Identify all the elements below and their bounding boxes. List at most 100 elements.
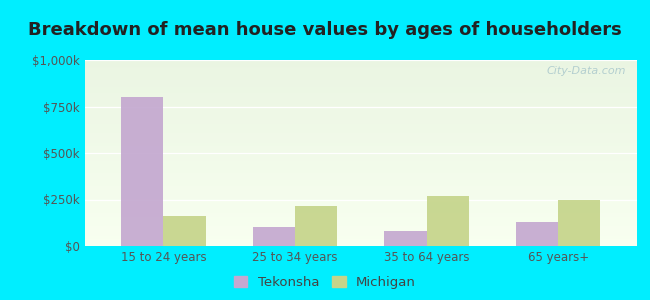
Bar bbox=[84, 219, 637, 220]
Bar bbox=[84, 147, 637, 148]
Bar bbox=[84, 156, 637, 157]
Bar bbox=[84, 212, 637, 214]
Bar bbox=[84, 243, 637, 244]
Bar bbox=[84, 62, 637, 63]
Bar bbox=[84, 211, 637, 212]
Bar bbox=[84, 123, 637, 124]
Bar bbox=[84, 92, 637, 94]
Bar bbox=[84, 194, 637, 195]
Bar bbox=[84, 102, 637, 103]
Bar bbox=[84, 130, 637, 131]
Bar bbox=[84, 144, 637, 145]
Bar bbox=[84, 140, 637, 141]
Bar bbox=[84, 196, 637, 197]
Bar bbox=[84, 113, 637, 114]
Bar bbox=[84, 95, 637, 96]
Bar bbox=[84, 155, 637, 156]
Bar bbox=[84, 202, 637, 203]
Bar bbox=[84, 67, 637, 68]
Bar bbox=[84, 187, 637, 188]
Bar bbox=[84, 108, 637, 109]
Legend: Tekonsha, Michigan: Tekonsha, Michigan bbox=[230, 272, 420, 293]
Bar bbox=[84, 198, 637, 199]
Bar bbox=[84, 218, 637, 219]
Bar bbox=[84, 195, 637, 196]
Bar bbox=[84, 136, 637, 137]
Bar bbox=[84, 63, 637, 64]
Bar bbox=[84, 98, 637, 99]
Bar bbox=[84, 101, 637, 102]
Bar bbox=[84, 177, 637, 178]
Bar bbox=[84, 135, 637, 136]
Bar bbox=[84, 89, 637, 90]
Bar bbox=[84, 214, 637, 215]
Bar bbox=[84, 192, 637, 193]
Bar bbox=[84, 235, 637, 236]
Bar bbox=[84, 80, 637, 81]
Bar bbox=[84, 205, 637, 206]
Bar bbox=[84, 234, 637, 235]
Bar bbox=[84, 120, 637, 122]
Bar bbox=[84, 142, 637, 143]
Bar bbox=[84, 239, 637, 240]
Bar bbox=[84, 96, 637, 97]
Bar bbox=[84, 75, 637, 76]
Text: City-Data.com: City-Data.com bbox=[547, 66, 626, 76]
Bar bbox=[84, 217, 637, 218]
Bar bbox=[84, 68, 637, 69]
Bar bbox=[84, 129, 637, 130]
Bar bbox=[84, 185, 637, 187]
Bar bbox=[84, 180, 637, 181]
Bar bbox=[84, 230, 637, 231]
Bar bbox=[84, 154, 637, 155]
Bar bbox=[84, 197, 637, 198]
Bar bbox=[84, 208, 637, 209]
Bar bbox=[84, 86, 637, 87]
Bar bbox=[84, 237, 637, 238]
Bar bbox=[84, 206, 637, 207]
Bar bbox=[84, 193, 637, 194]
Bar bbox=[84, 203, 637, 204]
Text: Breakdown of mean house values by ages of householders: Breakdown of mean house values by ages o… bbox=[28, 21, 622, 39]
Bar bbox=[163, 216, 205, 246]
Bar bbox=[84, 157, 637, 158]
Bar bbox=[84, 222, 637, 223]
Bar bbox=[84, 138, 637, 139]
Bar bbox=[84, 97, 637, 98]
Bar bbox=[84, 204, 637, 205]
Bar bbox=[84, 107, 637, 108]
Bar bbox=[84, 179, 637, 180]
Bar bbox=[84, 167, 637, 168]
Bar bbox=[84, 210, 637, 211]
Bar bbox=[84, 216, 637, 217]
Bar bbox=[84, 170, 637, 171]
Bar bbox=[84, 160, 637, 161]
Bar bbox=[84, 91, 637, 92]
Bar bbox=[84, 223, 637, 224]
Bar bbox=[84, 99, 637, 100]
Bar bbox=[84, 207, 637, 208]
Bar bbox=[84, 76, 637, 77]
Bar bbox=[84, 240, 637, 241]
Bar bbox=[84, 87, 637, 88]
Bar bbox=[84, 116, 637, 117]
Bar bbox=[84, 78, 637, 79]
Bar bbox=[84, 88, 637, 89]
Bar bbox=[84, 238, 637, 239]
Bar bbox=[84, 150, 637, 151]
Bar bbox=[84, 171, 637, 172]
Bar bbox=[84, 71, 637, 72]
Bar bbox=[84, 117, 637, 118]
Bar bbox=[84, 70, 637, 71]
Bar bbox=[84, 127, 637, 128]
Bar bbox=[84, 114, 637, 115]
Bar bbox=[516, 222, 558, 246]
Bar bbox=[84, 137, 637, 138]
Bar bbox=[84, 224, 637, 225]
Bar bbox=[84, 69, 637, 70]
Bar bbox=[84, 115, 637, 116]
Bar bbox=[84, 119, 637, 120]
Bar bbox=[84, 79, 637, 80]
Bar bbox=[84, 191, 637, 192]
Bar bbox=[84, 104, 637, 105]
